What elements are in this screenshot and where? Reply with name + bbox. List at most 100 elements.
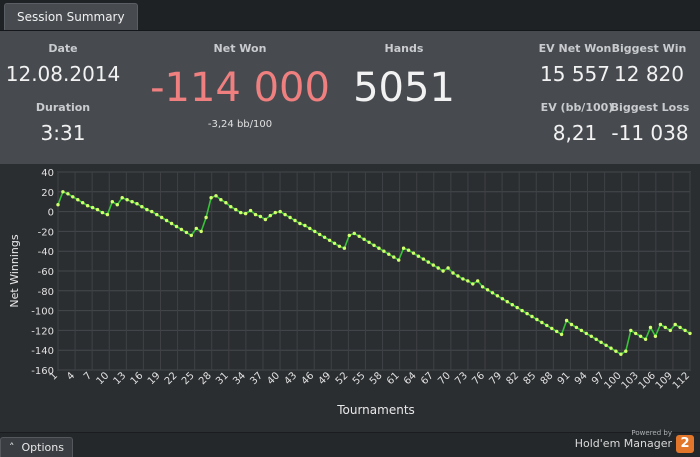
x-tick-label: 7 [82, 370, 94, 382]
net-won-label: Net Won [213, 42, 267, 55]
data-point [594, 337, 598, 341]
tab-bar: Session Summary [0, 0, 700, 31]
x-tick-label: 67 [419, 370, 436, 387]
x-tick-label: 4 [65, 370, 77, 382]
data-point [81, 201, 85, 205]
data-point [589, 334, 593, 338]
date-label: Date [48, 42, 78, 55]
data-point [130, 200, 134, 204]
data-point [619, 352, 623, 356]
y-tick-label: 40 [41, 168, 54, 179]
y-tick-label: -60 [38, 267, 54, 278]
data-point [688, 331, 692, 336]
data-point [179, 227, 184, 232]
ev-bb-label: EV (bb/100) [540, 101, 614, 114]
data-point [224, 201, 228, 205]
data-point [624, 349, 628, 353]
data-point [377, 246, 381, 250]
x-tick-label: 100 [603, 370, 624, 391]
hands-value: 5051 [353, 65, 455, 111]
data-point [145, 207, 149, 212]
data-point [495, 294, 500, 298]
data-point [105, 212, 110, 217]
data-point [169, 221, 174, 226]
data-point [263, 217, 268, 222]
data-point [204, 215, 208, 220]
hands-label: Hands [384, 42, 424, 55]
data-point [298, 221, 302, 226]
data-point [431, 263, 435, 267]
data-point [150, 209, 154, 214]
data-point [397, 258, 401, 262]
data-point [293, 218, 297, 223]
x-tick-label: 10 [95, 370, 112, 387]
data-point [515, 305, 519, 310]
data-point [110, 200, 115, 204]
biggest-win-value: 12 820 [614, 62, 684, 86]
data-point [56, 203, 60, 207]
data-point [164, 218, 169, 223]
data-point [273, 210, 277, 215]
data-point [401, 246, 406, 250]
data-point [313, 229, 317, 234]
hem-logo-icon: 2 [676, 435, 694, 453]
x-tick-labels: 1 4 7 10 13 16 19 22 25 28 31 34 37 40 43 46 49 52 55 58 61 6… [48, 370, 692, 391]
net-won-bb-per-100: -3,24 bb/100 [207, 119, 273, 130]
ev-net-won-value: 15 557 [540, 62, 610, 86]
options-label: Options [21, 441, 64, 454]
data-point [327, 238, 332, 242]
data-point [426, 260, 430, 264]
data-point [559, 332, 564, 337]
data-point [471, 282, 475, 286]
data-point [85, 204, 90, 208]
y-tick-labels: 40 20 0 -20 -40 -60 -80 -100 -120 -140 -160 [31, 168, 54, 377]
x-tick-label: 52 [334, 370, 351, 387]
data-point [61, 190, 65, 194]
data-point [288, 215, 292, 220]
data-point [406, 248, 411, 252]
x-tick-label: 109 [654, 370, 675, 391]
data-point [332, 241, 337, 245]
data-point [530, 314, 534, 319]
x-tick-label: 82 [505, 370, 522, 387]
data-point [318, 232, 322, 237]
x-tick-label: 88 [539, 370, 556, 387]
data-point [66, 192, 70, 196]
duration-value: 3:31 [40, 121, 86, 145]
x-tick-label: 28 [197, 370, 214, 387]
data-point [392, 255, 396, 259]
data-point [574, 325, 579, 330]
x-tick-label: 76 [470, 370, 487, 387]
data-point [416, 254, 421, 258]
data-point [411, 251, 416, 255]
data-point [100, 210, 105, 215]
x-tick-label: 61 [385, 370, 402, 387]
data-point [194, 226, 198, 231]
data-point [525, 311, 529, 316]
data-point [234, 207, 238, 212]
x-tick-label: 16 [129, 370, 146, 387]
data-point [421, 257, 426, 261]
tab-session-summary[interactable]: Session Summary [4, 3, 138, 30]
ev-bb-value: 8,21 [552, 121, 598, 145]
x-tick-label: 55 [351, 370, 368, 387]
x-tick-label: 70 [436, 370, 453, 387]
data-point [278, 209, 282, 214]
data-point [678, 325, 682, 330]
data-point [219, 198, 223, 202]
data-point [490, 291, 495, 295]
chevron-up-icon: ˄ [9, 441, 15, 454]
data-point [125, 198, 129, 202]
data-point [120, 196, 124, 200]
data-point [461, 277, 465, 281]
options-button[interactable]: ˄ Options [0, 437, 73, 457]
data-point [239, 210, 243, 215]
data-point [189, 233, 193, 238]
data-point [658, 322, 663, 327]
data-point [258, 214, 263, 219]
x-tick-label: 25 [180, 370, 197, 387]
data-point [135, 202, 139, 206]
y-tick-label: 0 [48, 208, 54, 219]
data-point [214, 194, 218, 198]
x-tick-label: 40 [265, 370, 282, 387]
